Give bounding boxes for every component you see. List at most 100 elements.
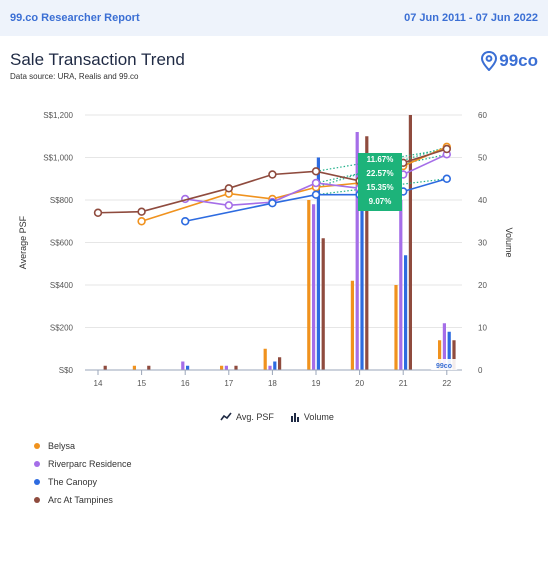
- volume-bar: [394, 285, 398, 370]
- psf-line: [185, 177, 448, 223]
- volume-bar: [234, 365, 238, 370]
- legend-swatch: [34, 443, 40, 449]
- y-tick-label: S$800: [50, 196, 74, 205]
- volume-bar: [278, 357, 282, 370]
- volume-bar: [365, 136, 369, 370]
- y2-tick-label: 10: [478, 324, 487, 333]
- psf-point: [442, 174, 451, 183]
- volume-bar: [147, 365, 151, 370]
- volume-bar: [452, 340, 456, 370]
- series-legend: Belysa Riverparc Residence The Canopy Ar…: [34, 437, 132, 509]
- legend-avg-psf[interactable]: Avg. PSF: [220, 412, 274, 422]
- psf-point: [311, 167, 321, 176]
- x-tick-label: 18: [268, 379, 277, 388]
- y-tick-label: S$1,200: [43, 111, 73, 120]
- volume-bar: [350, 280, 354, 370]
- legend-item[interactable]: Belysa: [34, 437, 132, 455]
- legend-swatch: [34, 479, 40, 485]
- x-tick-label: 15: [137, 379, 146, 388]
- report-title: 99.co Researcher Report: [10, 12, 140, 24]
- volume-bar: [181, 361, 185, 370]
- y-tick-label: S$400: [50, 281, 74, 290]
- x-tick-label: 19: [312, 379, 321, 388]
- legend-item[interactable]: Riverparc Residence: [34, 455, 132, 473]
- psf-point: [137, 217, 146, 226]
- volume-bar: [360, 170, 364, 370]
- psf-point: [224, 201, 234, 210]
- x-tick-label: 22: [442, 379, 451, 388]
- x-tick-label: 21: [399, 379, 408, 388]
- legend-item-label: Riverparc Residence: [48, 459, 132, 469]
- volume-bar: [103, 365, 107, 370]
- legend-item-label: Belysa: [48, 441, 76, 451]
- psf-point: [181, 217, 190, 226]
- volume-bar: [186, 365, 190, 370]
- y-axis-title: Average PSF: [18, 215, 28, 269]
- brand-logo: 99co: [481, 50, 538, 72]
- y-tick-label: S$1,000: [43, 154, 73, 163]
- watermark-badge-text: 99co: [436, 363, 452, 370]
- legend-item-label: Arc At Tampines: [48, 495, 113, 505]
- location-pin-icon: [481, 51, 498, 71]
- psf-point: [442, 144, 451, 154]
- chart-title: Sale Transaction Trend: [10, 50, 185, 69]
- psf-point: [268, 198, 277, 208]
- x-tick-label: 16: [181, 379, 190, 388]
- line-chart-icon: [220, 412, 232, 421]
- y2-tick-label: 20: [478, 281, 487, 290]
- volume-bar: [438, 340, 442, 370]
- legend-item[interactable]: The Canopy: [34, 473, 132, 491]
- y-tick-label: S$600: [50, 239, 74, 248]
- legend-item[interactable]: Arc At Tampines: [34, 491, 132, 509]
- brand-logo-text: 99co: [499, 51, 538, 70]
- trend-line: [315, 178, 447, 196]
- legend-item-label: The Canopy: [48, 477, 98, 487]
- psf-point: [311, 178, 321, 188]
- psf-point: [268, 170, 277, 179]
- y2-tick-label: 40: [478, 196, 487, 205]
- legend-volume[interactable]: Volume: [290, 412, 334, 422]
- tooltip-value: 15.35%: [366, 183, 394, 192]
- bar-chart-icon: [290, 413, 299, 422]
- y2-tick-label: 60: [478, 111, 487, 120]
- volume-bar: [404, 255, 408, 370]
- volume-bar: [307, 200, 311, 370]
- volume-bar: [220, 365, 224, 370]
- y2-tick-label: 0: [478, 366, 483, 375]
- volume-bar: [442, 323, 446, 370]
- x-tick-label: 14: [94, 379, 103, 388]
- tooltip-value: 9.07%: [368, 197, 392, 206]
- y2-axis-title: Volume: [504, 227, 514, 257]
- volume-bar: [273, 361, 277, 370]
- psf-point: [137, 207, 146, 216]
- legend-volume-label: Volume: [303, 412, 334, 422]
- volume-bar: [224, 365, 228, 370]
- y-tick-label: S$0: [59, 366, 74, 375]
- volume-bar: [312, 204, 316, 370]
- y2-tick-label: 50: [478, 154, 487, 163]
- date-range: 07 Jun 2011 - 07 Jun 2022: [404, 12, 538, 24]
- volume-bar: [399, 200, 403, 370]
- chart-type-legend: Avg. PSF Volume: [220, 412, 344, 422]
- volume-bar: [263, 348, 267, 370]
- x-tick-label: 20: [355, 379, 364, 388]
- y-tick-label: S$200: [50, 324, 74, 333]
- trend-tooltip: 11.67% 22.57% 15.35% 9.07%: [358, 153, 402, 211]
- legend-avg-psf-label: Avg. PSF: [236, 412, 274, 422]
- volume-bar: [447, 331, 451, 370]
- watermark-badge: 99co: [430, 359, 458, 370]
- volume-bar: [268, 365, 272, 370]
- chart-subtitle: Data source: URA, Realis and 99.co: [10, 72, 139, 81]
- volume-bar: [316, 157, 320, 370]
- tooltip-value: 11.67%: [366, 155, 394, 164]
- tooltip-value: 22.57%: [366, 169, 394, 178]
- psf-point: [224, 184, 234, 193]
- psf-point: [311, 190, 321, 199]
- volume-bar: [408, 115, 412, 370]
- trend-line: [315, 148, 447, 172]
- report-header: 99.co Researcher Report 07 Jun 2011 - 07…: [0, 0, 548, 36]
- volume-bar: [355, 132, 359, 370]
- x-tick-label: 17: [224, 379, 233, 388]
- psf-point: [93, 208, 103, 217]
- y2-tick-label: 30: [478, 239, 487, 248]
